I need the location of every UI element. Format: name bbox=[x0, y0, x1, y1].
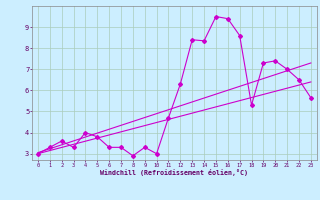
X-axis label: Windchill (Refroidissement éolien,°C): Windchill (Refroidissement éolien,°C) bbox=[100, 169, 248, 176]
